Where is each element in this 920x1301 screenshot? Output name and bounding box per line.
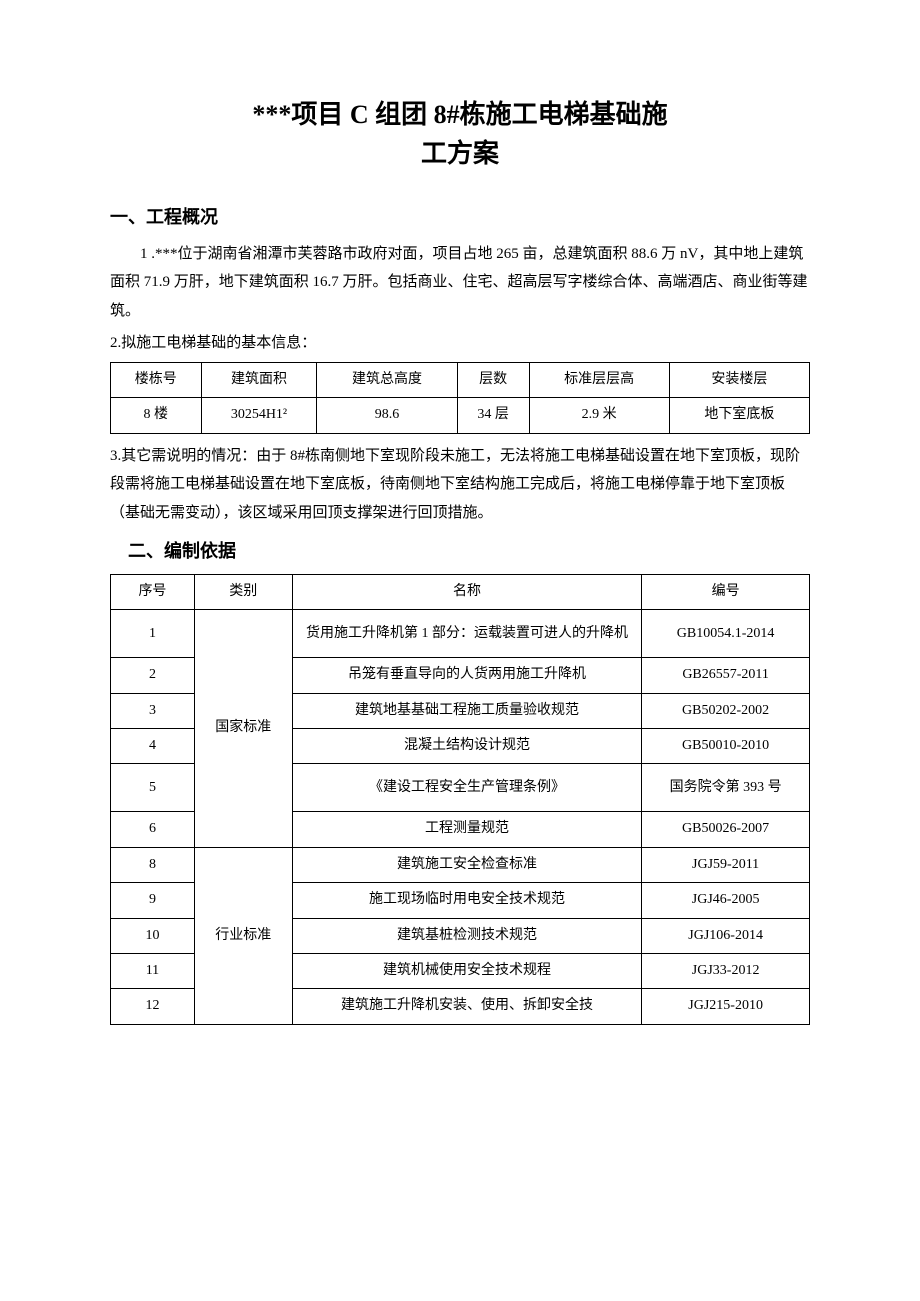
td-std-height: 2.9 米 <box>529 398 669 433</box>
basis-table: 序号类别名称编号1国家标准货用施工升降机第 1 部分：运载装置可进人的升降机GB… <box>110 574 810 1025</box>
td-code: GB50026-2007 <box>642 812 810 847</box>
td-code: JGJ59-2011 <box>642 847 810 882</box>
td-name: 建筑地基基础工程施工质量验收规范 <box>292 693 642 728</box>
title-line2: 工方案 <box>421 139 499 168</box>
td-seq: 10 <box>111 918 195 953</box>
td-seq: 5 <box>111 764 195 812</box>
section1-para2: 2.拟施工电梯基础的基本信息： <box>110 329 810 358</box>
td-code: GB50010-2010 <box>642 729 810 764</box>
td-name: 建筑施工升降机安装、使用、拆卸安全技 <box>292 989 642 1024</box>
td-name: 工程测量规范 <box>292 812 642 847</box>
table-header-cell: 序号 <box>111 574 195 609</box>
td-name: 建筑施工安全检查标准 <box>292 847 642 882</box>
td-name: 施工现场临时用电安全技术规范 <box>292 883 642 918</box>
td-seq: 3 <box>111 693 195 728</box>
td-name: 吊笼有垂直导向的人货两用施工升降机 <box>292 658 642 693</box>
td-seq: 2 <box>111 658 195 693</box>
td-code: GB26557-2011 <box>642 658 810 693</box>
td-code: JGJ106-2014 <box>642 918 810 953</box>
td-seq: 12 <box>111 989 195 1024</box>
table-header-cell: 类别 <box>194 574 292 609</box>
th-area: 建筑面积 <box>201 362 317 397</box>
section2-heading: 二、编制依据 <box>110 537 810 566</box>
table-row: 8行业标准建筑施工安全检查标准JGJ59-2011 <box>111 847 810 882</box>
td-building-no: 8 楼 <box>111 398 202 433</box>
td-floors: 34 层 <box>457 398 529 433</box>
title-line1: ***项目 C 组团 8#栋施工电梯基础施 <box>252 100 667 129</box>
td-category: 行业标准 <box>194 847 292 1024</box>
td-code: GB10054.1-2014 <box>642 610 810 658</box>
td-name: 建筑基桩检测技术规范 <box>292 918 642 953</box>
table-row: 楼栋号 建筑面积 建筑总高度 层数 标准层层高 安装楼层 <box>111 362 810 397</box>
section1-heading: 一、工程概况 <box>110 203 810 232</box>
section1-para1: 1 .***位于湖南省湘潭市芙蓉路市政府对面，项目占地 265 亩，总建筑面积 … <box>110 240 810 326</box>
td-seq: 1 <box>111 610 195 658</box>
td-code: JGJ46-2005 <box>642 883 810 918</box>
th-floors: 层数 <box>457 362 529 397</box>
td-name: 《建设工程安全生产管理条例》 <box>292 764 642 812</box>
td-height: 98.6 <box>317 398 457 433</box>
document-title: ***项目 C 组团 8#栋施工电梯基础施 工方案 <box>110 95 810 173</box>
td-name: 货用施工升降机第 1 部分：运载装置可进人的升降机 <box>292 610 642 658</box>
td-area: 30254H1² <box>201 398 317 433</box>
td-seq: 4 <box>111 729 195 764</box>
table-row: 序号类别名称编号 <box>111 574 810 609</box>
td-seq: 11 <box>111 954 195 989</box>
td-seq: 6 <box>111 812 195 847</box>
building-info-table: 楼栋号 建筑面积 建筑总高度 层数 标准层层高 安装楼层 8 楼 30254H1… <box>110 362 810 434</box>
th-install-floor: 安装楼层 <box>669 362 809 397</box>
td-category: 国家标准 <box>194 610 292 848</box>
td-name: 混凝土结构设计规范 <box>292 729 642 764</box>
td-code: GB50202-2002 <box>642 693 810 728</box>
td-install-floor: 地下室底板 <box>669 398 809 433</box>
section1-para3: 3.其它需说明的情况：由于 8#栋南侧地下室现阶段未施工，无法将施工电梯基础设置… <box>110 442 810 528</box>
table-row: 8 楼 30254H1² 98.6 34 层 2.9 米 地下室底板 <box>111 398 810 433</box>
th-building-no: 楼栋号 <box>111 362 202 397</box>
th-height: 建筑总高度 <box>317 362 457 397</box>
td-name: 建筑机械使用安全技术规程 <box>292 954 642 989</box>
td-code: JGJ33-2012 <box>642 954 810 989</box>
table-row: 1国家标准货用施工升降机第 1 部分：运载装置可进人的升降机GB10054.1-… <box>111 610 810 658</box>
td-seq: 8 <box>111 847 195 882</box>
table-header-cell: 编号 <box>642 574 810 609</box>
td-seq: 9 <box>111 883 195 918</box>
td-code: 国务院令第 393 号 <box>642 764 810 812</box>
td-code: JGJ215-2010 <box>642 989 810 1024</box>
table-header-cell: 名称 <box>292 574 642 609</box>
th-std-height: 标准层层高 <box>529 362 669 397</box>
